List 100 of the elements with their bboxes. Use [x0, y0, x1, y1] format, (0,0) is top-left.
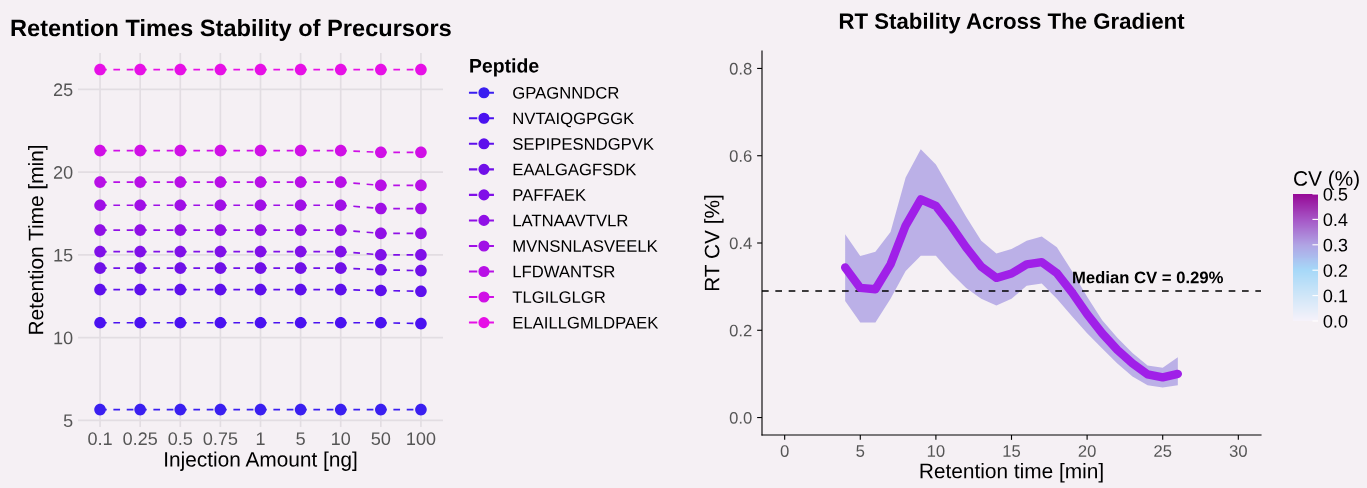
point	[415, 317, 427, 330]
x-tick-label: 100	[407, 432, 436, 446]
point	[94, 224, 106, 236]
point	[214, 283, 227, 296]
point	[94, 176, 106, 188]
chart-title: Retention Times Stability of Precursors	[11, 19, 451, 42]
x-tick-label: 5	[856, 445, 865, 457]
point	[174, 199, 187, 212]
point	[415, 179, 427, 192]
point	[375, 263, 387, 276]
legend-label: PAFFAEK	[513, 189, 586, 201]
point	[134, 245, 146, 258]
point	[214, 224, 227, 236]
point	[254, 224, 267, 236]
point	[334, 144, 347, 157]
point	[134, 63, 146, 76]
x-axis-title: Injection Amount [ng]	[165, 451, 357, 471]
point	[94, 262, 106, 274]
point	[94, 283, 106, 296]
point	[415, 146, 427, 159]
point	[94, 63, 106, 76]
legend-label: GPAGNNDCR	[513, 86, 619, 99]
point	[415, 403, 427, 416]
point	[134, 224, 146, 236]
color-bar-label: 0.2	[1323, 264, 1348, 277]
legend-label: SEPIPESNDGPVK	[513, 138, 654, 150]
point	[294, 176, 307, 188]
point	[254, 63, 267, 76]
legend-label: EAALGAGFSDK	[513, 163, 637, 176]
point	[294, 199, 307, 212]
point	[334, 63, 347, 76]
point	[375, 316, 387, 329]
point	[334, 316, 347, 329]
point	[375, 146, 387, 159]
point	[375, 227, 387, 240]
point	[214, 316, 227, 329]
x-axis-title: Retention time [min]	[920, 463, 1103, 483]
color-bar-label: 0.3	[1323, 238, 1348, 252]
legend-label: LFDWANTSR	[513, 265, 615, 278]
point	[375, 63, 387, 76]
point	[334, 262, 347, 274]
y-axis-title: RT CV [%]	[704, 195, 724, 291]
point	[134, 262, 146, 274]
point	[134, 316, 146, 329]
x-tick-label: 1	[256, 432, 265, 445]
point	[134, 283, 146, 296]
color-bar-label: 0.0	[1323, 314, 1348, 328]
x-tick-label: 15	[1003, 445, 1021, 457]
legend-label: MVNSNLASVEELK	[513, 240, 658, 252]
x-tick-label: 0.25	[123, 432, 157, 446]
point	[375, 202, 387, 215]
point	[334, 176, 347, 188]
point	[294, 316, 307, 329]
point	[334, 403, 347, 416]
chart-title: RT Stability Across The Gradient	[839, 12, 1185, 34]
x-tick-label: 10	[927, 445, 945, 457]
point	[214, 144, 227, 157]
point	[294, 283, 307, 296]
point	[334, 245, 347, 258]
point	[214, 403, 227, 416]
point	[94, 403, 106, 416]
point	[254, 403, 267, 416]
y-axis-title: Retention Time [min]	[28, 145, 48, 334]
y-tick-label: 5	[63, 414, 73, 428]
x-tick-label: 0.1	[88, 432, 112, 446]
point	[174, 144, 187, 157]
x-tick-label: 20	[1078, 445, 1096, 457]
point	[254, 199, 267, 212]
point	[294, 245, 307, 258]
point	[294, 144, 307, 157]
point	[294, 262, 307, 274]
point	[415, 285, 427, 298]
point	[415, 264, 427, 277]
point	[134, 403, 146, 416]
point	[375, 284, 387, 297]
point	[254, 262, 267, 274]
color-bar-label: 0.5	[1323, 187, 1348, 201]
point	[174, 283, 187, 296]
point	[334, 283, 347, 296]
y-tick-label: 0.8	[729, 62, 752, 75]
point	[254, 176, 267, 188]
y-tick-label: 10	[54, 331, 73, 345]
point	[214, 176, 227, 188]
legend-label: LATNAAVTVLR	[513, 214, 628, 227]
point	[415, 249, 427, 261]
point	[134, 144, 146, 157]
point	[334, 199, 347, 212]
point	[94, 316, 106, 329]
ref-line-label: Median CV = 0.29%	[1073, 271, 1223, 284]
point	[375, 179, 387, 192]
point	[254, 144, 267, 157]
point	[174, 245, 187, 258]
point	[254, 283, 267, 296]
y-tick-label: 15	[54, 249, 73, 262]
x-tick-label: 10	[332, 432, 351, 446]
point	[174, 63, 187, 76]
point	[294, 224, 307, 236]
point	[294, 403, 307, 416]
y-tick-label: 0.4	[729, 237, 752, 250]
point	[174, 316, 187, 329]
